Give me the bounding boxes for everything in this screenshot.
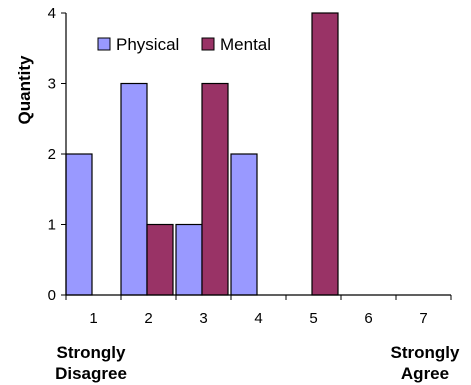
scale-label-strongly-disagree-line1: Strongly [57, 343, 126, 362]
bar-mental-2 [146, 223, 174, 296]
x-tick-labels: 1 2 3 4 5 6 7 [89, 310, 427, 327]
x-tick-label: 5 [309, 310, 317, 327]
bars-layer [65, 12, 339, 296]
y-tick-label: 2 [48, 146, 56, 163]
x-tick-label: 7 [419, 310, 427, 327]
bar-physical-1 [65, 153, 93, 296]
x-tick-label: 1 [89, 310, 97, 327]
legend-swatch-mental [201, 37, 215, 51]
x-tick-label: 3 [199, 310, 207, 327]
bar-mental-5 [311, 12, 339, 296]
legend-label-mental: Mental [220, 35, 271, 54]
legend-swatch-physical [97, 37, 111, 51]
y-tick-label: 1 [48, 217, 56, 234]
legend: Physical Mental [97, 35, 271, 54]
scale-label-strongly-agree-line2: Agree [401, 364, 449, 383]
scale-label-strongly-disagree-line2: Disagree [55, 364, 127, 383]
x-tick-label: 6 [364, 310, 372, 327]
y-axis-title: Quantity [15, 55, 34, 124]
bar-mental-3 [201, 82, 229, 296]
scale-label-strongly-agree-line1: Strongly [391, 343, 460, 362]
y-tick-labels: 0 1 2 3 4 [48, 5, 56, 304]
bar-physical-2 [120, 82, 148, 296]
y-tick-label: 3 [48, 76, 56, 93]
bar-physical-3 [175, 223, 203, 296]
y-tick-label: 0 [48, 287, 56, 304]
bar-physical-4 [230, 153, 258, 296]
x-tick-label: 2 [144, 310, 152, 327]
axes-layer [61, 12, 452, 300]
y-tick-label: 4 [48, 5, 56, 22]
legend-label-physical: Physical [116, 35, 179, 54]
x-tick-label: 4 [254, 310, 262, 327]
